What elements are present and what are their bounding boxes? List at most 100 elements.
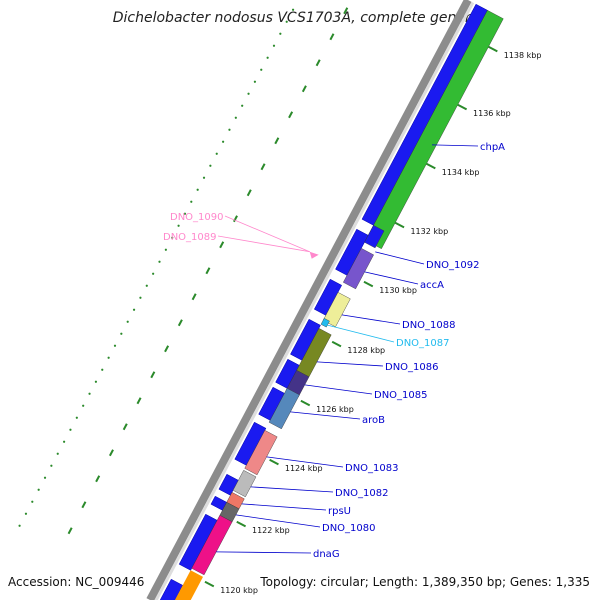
ring-dot (75, 416, 78, 419)
feature-cds-blue[interactable] (158, 578, 184, 600)
ring-dot (183, 212, 187, 215)
ring-dash (205, 267, 211, 275)
ring-dot (266, 56, 269, 59)
gene-label-rpsu[interactable]: rpsU (328, 506, 351, 517)
ring-dot (171, 236, 174, 239)
feature-dno_1082[interactable] (232, 470, 257, 498)
ring-dot (24, 512, 28, 515)
outer-dotted-ring (18, 7, 349, 535)
ring-dash (274, 137, 280, 145)
gene-label-dno_1087[interactable]: DNO_1087 (396, 338, 450, 349)
ring-dash (343, 7, 349, 15)
gene-label-dno_1089[interactable]: DNO_1089 (163, 232, 217, 243)
ring-dot (107, 356, 110, 359)
ring-dot (152, 272, 155, 275)
ring-dash (108, 449, 114, 457)
gene-leader-line (431, 144, 479, 147)
feature-cds-blue[interactable] (361, 3, 488, 226)
gene-leader-line (290, 411, 361, 420)
gene-leader-line (241, 503, 327, 511)
gene-label-chpa[interactable]: chpA (480, 142, 505, 153)
ring-dash (122, 423, 128, 431)
feature-chpa[interactable] (365, 10, 504, 250)
feature-dno_1087[interactable] (320, 318, 330, 328)
kbp-tick (457, 103, 468, 111)
backbone-bar (146, 0, 472, 600)
ring-dot (132, 308, 136, 311)
kbp-tick (426, 162, 436, 170)
ring-dot (139, 296, 142, 299)
backbone-edge (154, 1, 475, 600)
feature-arob[interactable] (268, 388, 300, 430)
summary-text: Topology: circular; Length: 1,389,350 bp… (260, 575, 590, 589)
ring-dot (202, 176, 206, 179)
ring-dash (260, 163, 266, 171)
gene-leader-line (250, 486, 334, 493)
kbp-tick (236, 520, 247, 528)
kbp-tick (269, 458, 279, 466)
ring-dot (234, 116, 237, 119)
gene-leader-line (341, 314, 401, 325)
ring-dash (315, 59, 321, 67)
ring-dot (126, 320, 129, 323)
gene-leader-line (327, 324, 395, 343)
kbp-tick-label: 1120 kbp (220, 586, 258, 595)
ring-dash (233, 215, 238, 223)
gene-label-dno_1083[interactable]: DNO_1083 (345, 463, 399, 474)
gene-label-dnag[interactable]: dnaG (313, 549, 340, 560)
kbp-tick (204, 580, 215, 588)
gene-leader-line (304, 384, 373, 395)
kbp-tick-label: 1136 kbp (473, 109, 511, 118)
ring-dash (136, 397, 142, 405)
ring-dot (43, 476, 47, 479)
gene-label-dno_1085[interactable]: DNO_1085 (374, 390, 428, 401)
ring-dot (291, 8, 295, 11)
ring-dot (120, 332, 123, 335)
gene-label-acca[interactable]: accA (420, 280, 444, 291)
feature-dno_1083[interactable] (244, 430, 278, 476)
ring-dot (279, 32, 282, 35)
ring-dot (164, 248, 167, 251)
gene-labels[interactable]: chpA DNO_1092 accA DNO_1088 DNO_1087 DNO_1086… (163, 142, 505, 560)
feature-dno_1092[interactable] (364, 225, 385, 249)
kbp-tick-label: 1128 kbp (347, 346, 385, 355)
ring-dot (101, 368, 104, 371)
ring-dot (82, 404, 85, 407)
gene-leader-line (266, 456, 344, 468)
feature-dnag[interactable] (191, 515, 233, 576)
ring-dot (158, 260, 161, 263)
gene-label-dno_1088[interactable]: DNO_1088 (402, 320, 456, 331)
accession-text: Accession: NC_009446 (8, 575, 145, 589)
ring-dot (247, 92, 250, 95)
kbp-tick (488, 45, 498, 53)
ring-dash (150, 371, 156, 379)
ring-dot (177, 224, 180, 227)
gene-leader-line (235, 514, 321, 528)
feature-acca[interactable] (343, 248, 374, 290)
gene-label-dno_1080[interactable]: DNO_1080 (322, 523, 376, 534)
gene-label-dno_1090[interactable]: DNO_1090 (170, 212, 224, 223)
kbp-tick (363, 280, 374, 288)
gene-label-dno_1092[interactable]: DNO_1092 (426, 260, 480, 271)
ring-dot (285, 20, 288, 23)
ring-dash (301, 85, 307, 93)
ring-dot (88, 392, 91, 395)
ring-dot (272, 44, 276, 47)
ring-dash (177, 319, 183, 327)
ring-dash (81, 501, 87, 509)
gene-label-dno_1082[interactable]: DNO_1082 (335, 488, 389, 499)
ring-dot (31, 500, 34, 503)
gene-label-arob[interactable]: aroB (362, 415, 385, 426)
gene-label-dno_1086[interactable]: DNO_1086 (385, 362, 439, 373)
gene-leader-line (316, 361, 384, 367)
feature-dno_1090-mark[interactable] (309, 251, 319, 259)
ring-dash (95, 475, 101, 483)
gene-features[interactable] (158, 3, 504, 600)
ring-dash (288, 111, 294, 119)
ring-dot (190, 200, 193, 203)
ring-dot (113, 344, 117, 347)
kbp-tick-label: 1124 kbp (285, 464, 323, 473)
feature-cds-orange[interactable] (169, 570, 204, 600)
ring-dot (63, 440, 66, 443)
